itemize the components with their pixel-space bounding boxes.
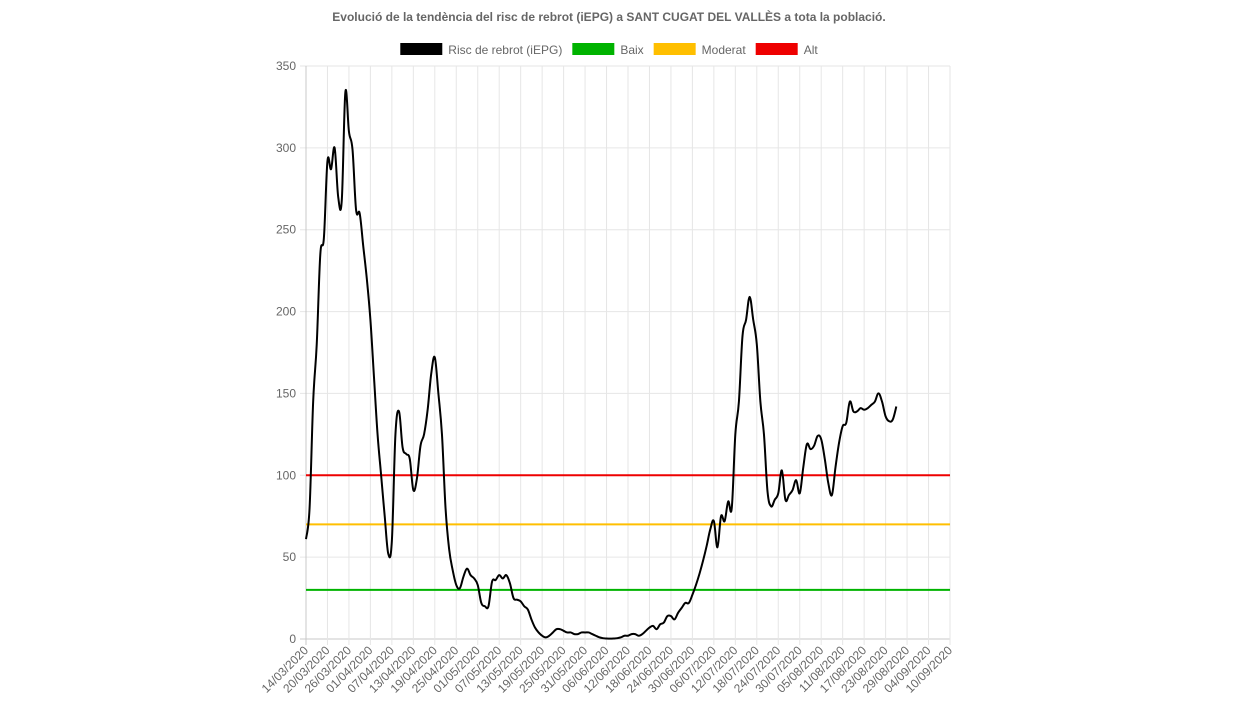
legend-label: Risc de rebrot (iEPG)	[448, 43, 562, 57]
y-tick-label: 250	[276, 223, 296, 237]
x-axis: 14/03/202020/03/202026/03/202001/04/2020…	[259, 643, 956, 696]
y-tick-label: 50	[283, 550, 297, 564]
legend-label: Moderat	[702, 43, 747, 57]
y-tick-label: 100	[276, 468, 296, 482]
y-tick-label: 150	[276, 386, 296, 400]
y-tick-label: 300	[276, 141, 296, 155]
legend-swatch	[572, 43, 615, 55]
legend-item[interactable]: Alt	[755, 43, 819, 57]
series-layer	[305, 88, 950, 640]
y-tick-label: 0	[289, 632, 296, 646]
y-tick-label: 200	[276, 305, 296, 319]
legend-label: Baix	[620, 43, 643, 57]
legend: Risc de rebrot (iEPG) Baix Moderat Alt	[400, 43, 818, 57]
grid	[300, 65, 951, 645]
legend-swatch	[653, 43, 696, 55]
legend-item[interactable]: Moderat	[653, 43, 747, 57]
chart-title: Evolució de la tendència del risc de reb…	[332, 9, 885, 24]
legend-swatch	[755, 43, 798, 55]
legend-label: Alt	[804, 43, 819, 57]
series-line-iepg	[305, 88, 898, 640]
legend-item[interactable]: Baix	[572, 43, 644, 57]
legend-swatch	[400, 43, 443, 55]
y-axis: 0 50 100 150 200 250 300 350	[276, 59, 296, 646]
y-tick-label: 350	[276, 59, 296, 73]
legend-item[interactable]: Risc de rebrot (iEPG)	[400, 43, 562, 57]
